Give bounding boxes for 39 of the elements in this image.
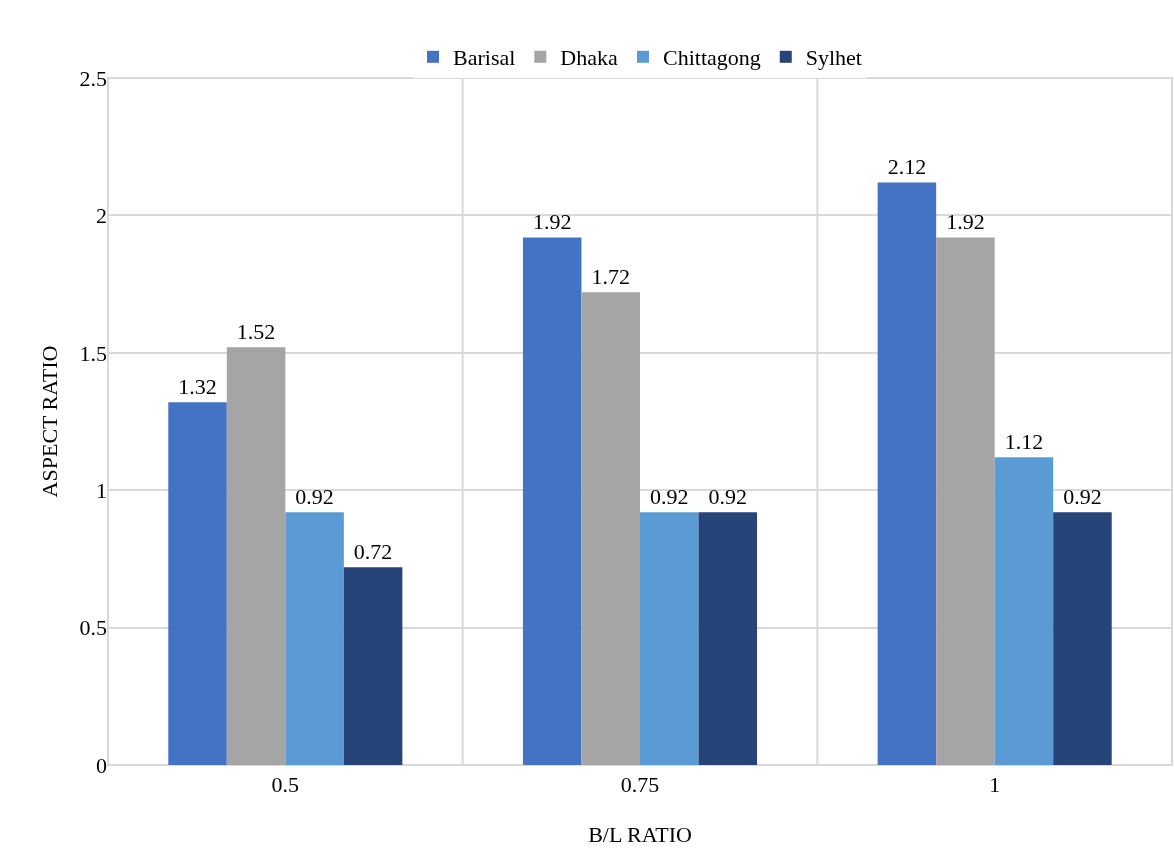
y-axis-title: ASPECT RATIO — [37, 345, 63, 498]
y-tick-label: 0 — [96, 752, 107, 778]
bar — [285, 512, 344, 765]
data-label: 1.52 — [236, 319, 276, 345]
bar — [994, 457, 1054, 765]
bar — [343, 567, 403, 765]
bar — [936, 237, 995, 765]
bar — [522, 237, 582, 765]
x-tick-label: 0.5 — [271, 772, 300, 798]
x-axis-title: B/L RATIO — [588, 822, 692, 848]
bar — [698, 512, 758, 765]
data-label: 0.92 — [1063, 484, 1102, 510]
data-label: 0.72 — [353, 539, 393, 565]
data-label: 0.92 — [295, 484, 334, 510]
bar — [1053, 512, 1112, 765]
data-label: 1.72 — [591, 264, 630, 290]
data-label: 1.92 — [532, 209, 572, 235]
legend-label: Chittagong — [662, 45, 761, 71]
data-label: 2.12 — [887, 154, 927, 180]
data-label: 0.92 — [708, 484, 748, 510]
legend-label: Sylhet — [805, 45, 862, 71]
y-tick-label: 0.5 — [79, 615, 107, 641]
bar — [877, 182, 937, 765]
data-label: 0.92 — [650, 484, 689, 510]
bar — [640, 512, 699, 765]
y-tick-label: 1 — [96, 477, 107, 503]
y-tick-label: 1.5 — [79, 340, 107, 366]
data-label: 1.12 — [1004, 429, 1044, 455]
y-tick-label: 2.5 — [79, 65, 107, 91]
y-tick-label: 2 — [96, 203, 107, 229]
x-tick-label: 0.75 — [620, 772, 660, 798]
bar — [168, 402, 227, 765]
data-label: 1.92 — [946, 209, 985, 235]
bar — [581, 292, 640, 765]
x-tick-label: 1 — [989, 772, 1001, 798]
data-label: 1.32 — [178, 374, 217, 400]
bar — [226, 347, 286, 765]
legend-label: Dhaka — [560, 45, 618, 71]
legend-label: Barisal — [453, 45, 516, 71]
